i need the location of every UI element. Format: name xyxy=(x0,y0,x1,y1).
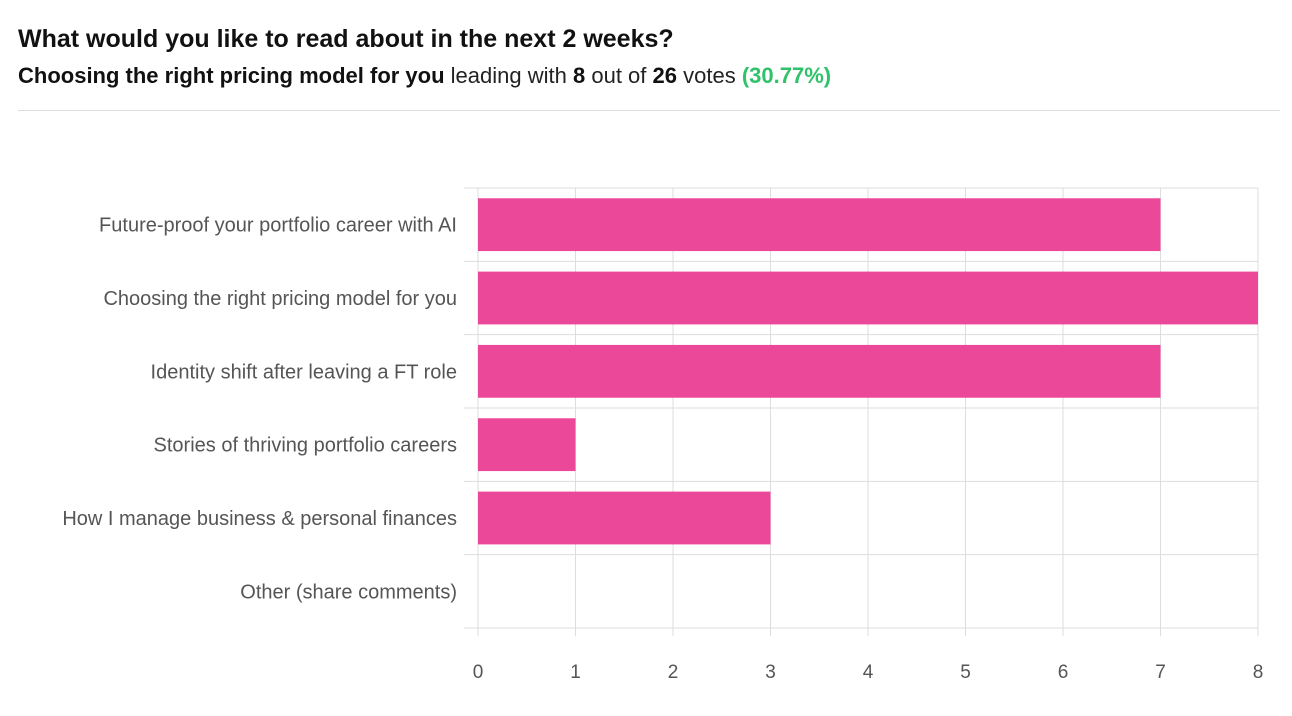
bar xyxy=(478,418,576,472)
bar xyxy=(478,198,1161,252)
votes-text: votes xyxy=(683,63,736,88)
leader-votes: 8 xyxy=(572,63,586,88)
category-label: Future-proof your portfolio career with … xyxy=(99,215,457,237)
poll-header: What would you like to read about in the… xyxy=(18,22,1280,92)
poll-summary: Choosing the right pricing model for you… xyxy=(18,60,1280,92)
x-tick-label: 8 xyxy=(1253,662,1264,683)
x-tick-label: 0 xyxy=(473,662,484,683)
x-tick-label: 3 xyxy=(765,662,776,683)
x-tick-label: 6 xyxy=(1058,662,1069,683)
category-label: Stories of thriving portfolio careers xyxy=(154,435,457,457)
out-of-text: out of xyxy=(591,63,647,88)
header-divider xyxy=(18,110,1280,111)
bar xyxy=(478,491,771,545)
category-label: Other (share comments) xyxy=(240,581,457,603)
x-tick-label: 7 xyxy=(1155,662,1166,683)
total-votes: 26 xyxy=(652,63,678,88)
x-tick-label: 1 xyxy=(570,662,581,683)
leader-percent: (30.77%) xyxy=(741,63,832,88)
category-label: How I manage business & personal finance… xyxy=(62,508,457,530)
poll-title: What would you like to read about in the… xyxy=(18,25,674,53)
x-tick-label: 4 xyxy=(863,662,874,683)
category-label: Choosing the right pricing model for you xyxy=(103,288,457,310)
bar xyxy=(478,271,1258,325)
x-tick-label: 5 xyxy=(960,662,971,683)
leader-name: Choosing the right pricing model for you xyxy=(18,63,445,88)
bar xyxy=(478,344,1161,398)
category-label: Identity shift after leaving a FT role xyxy=(151,361,457,383)
x-tick-label: 2 xyxy=(668,662,679,683)
leading-with-text: leading with xyxy=(450,63,567,88)
